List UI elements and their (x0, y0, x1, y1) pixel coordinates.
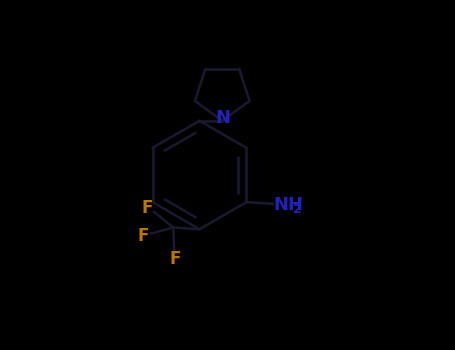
Text: NH: NH (273, 196, 303, 213)
Text: F: F (169, 250, 181, 268)
Text: N: N (216, 109, 231, 127)
Text: 2: 2 (293, 203, 302, 216)
Text: F: F (142, 199, 153, 217)
Text: F: F (138, 227, 149, 245)
